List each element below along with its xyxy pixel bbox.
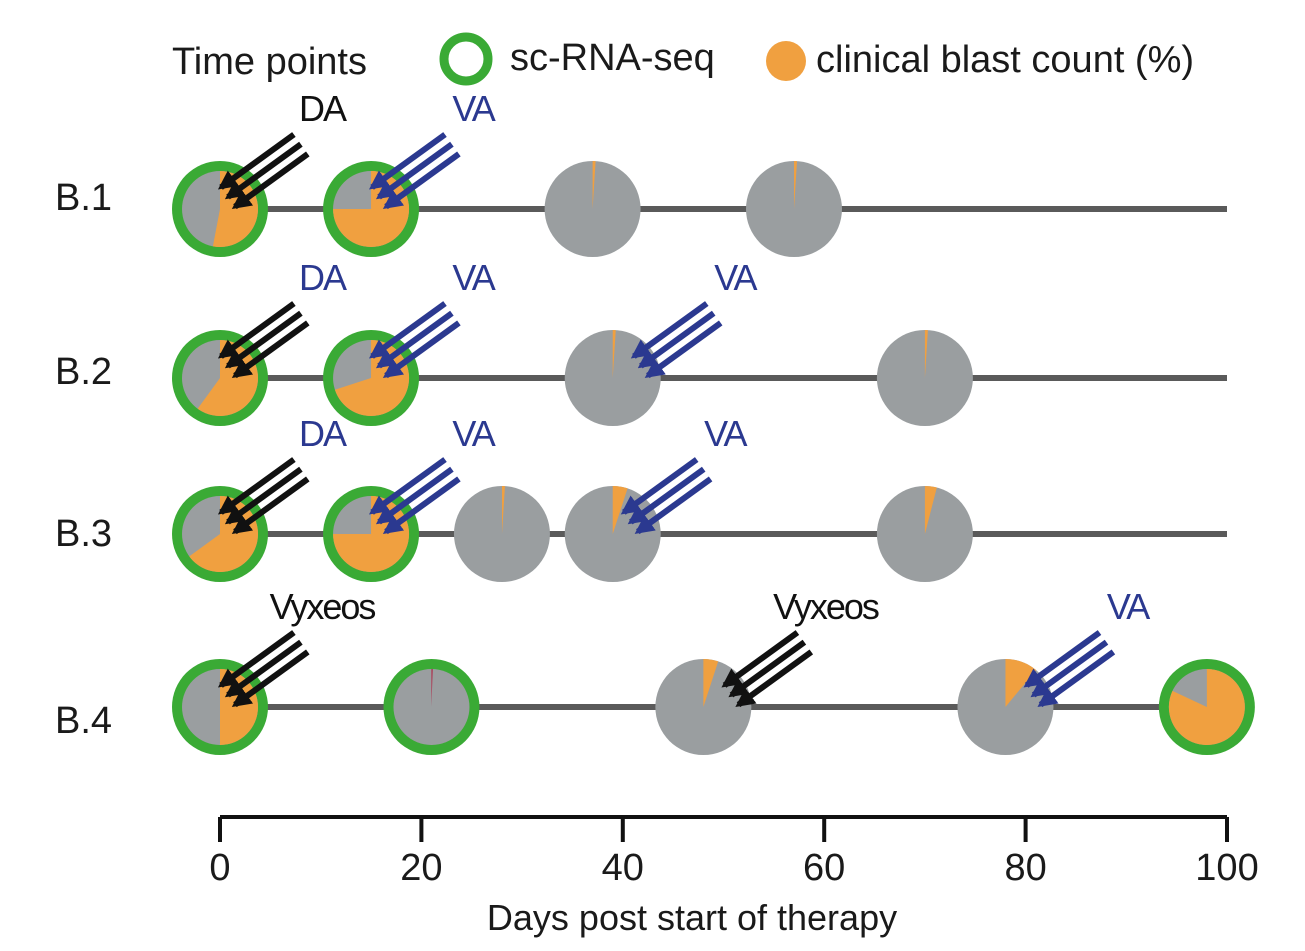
x-tick-label: 20 — [400, 847, 442, 889]
treatment-arrow-shaft — [217, 630, 296, 688]
treatment-label: DA — [299, 88, 347, 129]
treatment-arrow-shaft — [1037, 649, 1116, 708]
treatment-arrow-shaft — [382, 151, 461, 210]
timepoint-pie — [383, 659, 480, 755]
treatment-arrow: VA — [368, 413, 498, 535]
treatment-arrow-shaft — [375, 310, 454, 369]
treatment-label: VA — [452, 88, 495, 129]
treatment-arrow-shaft — [728, 639, 807, 698]
treatment-arrow-shaft — [224, 141, 303, 200]
blast-slice — [703, 659, 719, 707]
treatment-arrow-shaft — [644, 320, 723, 379]
treatment-arrow-shaft — [231, 476, 310, 535]
treatment-arrow-shaft — [224, 466, 303, 525]
treatment-arrow-shaft — [368, 301, 447, 359]
blast-slice — [924, 329, 928, 378]
treatment-label: VA — [452, 257, 495, 298]
legend-blast-label: clinical blast count (%) — [816, 39, 1194, 81]
treatment-arrow-shaft — [637, 310, 716, 369]
treatment-arrow-shaft — [630, 301, 709, 359]
treatment-arrow-shaft — [735, 649, 814, 708]
blast-slice — [612, 329, 616, 378]
row-labels: B.1 B.2 B.3 B.4 — [55, 177, 112, 742]
treatment-label: VA — [1107, 586, 1150, 627]
treatment-arrow-shaft — [231, 649, 310, 708]
row-label-b1: B.1 — [55, 177, 112, 219]
blast-slice — [793, 160, 797, 209]
treatment-arrow-shaft — [382, 476, 461, 535]
x-tick-label: 60 — [803, 847, 845, 889]
legend-scrnaseq-marker — [439, 32, 493, 86]
legend: Time points sc-RNA-seq clinical blast co… — [172, 32, 1194, 86]
timepoint-pie — [544, 160, 641, 257]
patient-row: Vyxeos Vyxeos VA — [172, 586, 1255, 755]
treatment-arrow-shaft — [224, 639, 303, 698]
patient-row: DA VA VA — [172, 413, 1227, 582]
treatment-arrow-shaft — [368, 132, 447, 190]
x-axis-title: Days post start of therapy — [487, 897, 897, 938]
treatment-arrow: VA — [1023, 586, 1152, 708]
treatment-arrow: Vyxeos — [721, 586, 881, 708]
treatment-arrow: VA — [368, 88, 498, 210]
timepoint-pie — [745, 160, 842, 257]
blast-slice — [501, 485, 505, 534]
treatment-arrow-shaft — [217, 301, 296, 359]
timepoint-pie — [453, 485, 550, 582]
treatment-label: Vyxeos — [270, 586, 376, 627]
treatment-arrow: DA — [217, 88, 349, 210]
treatment-arrow-shaft — [721, 630, 800, 688]
row-label-b4: B.4 — [55, 700, 112, 742]
legend-title: Time points — [172, 41, 367, 83]
treatment-arrow-shaft — [634, 476, 713, 535]
patient-rows: DA VA DA VA VA DA VA VA Vyxeos Vyxeos VA — [172, 88, 1255, 755]
patient-row: DA VA — [172, 88, 1227, 257]
blast-slice — [924, 486, 937, 534]
treatment-arrow: DA — [217, 413, 349, 535]
treatment-arrow: DA — [217, 257, 349, 379]
treatment-arrow-shaft — [231, 320, 310, 379]
x-tick-label: 0 — [209, 847, 230, 889]
row-label-b3: B.3 — [55, 513, 112, 555]
treatment-label: DA — [299, 257, 347, 298]
row-label-b2: B.2 — [55, 351, 112, 393]
treatment-arrow-shaft — [368, 457, 447, 515]
blast-slice — [1168, 669, 1245, 745]
legend-blast-marker — [766, 41, 806, 81]
x-axis: 0 20 40 60 80 100 — [209, 815, 1259, 889]
x-tick-label: 100 — [1195, 847, 1258, 889]
treatment-arrow-shaft — [375, 466, 454, 525]
treatment-arrow-shaft — [627, 466, 706, 525]
treatment-arrow-shaft — [382, 320, 461, 379]
legend-scrnaseq-label: sc-RNA-seq — [510, 37, 715, 79]
treatment-label: VA — [704, 413, 747, 454]
treatment-arrow-shaft — [217, 457, 296, 515]
treatment-arrow: VA — [368, 257, 498, 379]
treatment-arrow-shaft — [231, 151, 310, 210]
x-tick-label: 40 — [602, 847, 644, 889]
timepoint-pie — [564, 486, 661, 582]
blast-slice — [431, 669, 433, 707]
treatment-arrow-shaft — [224, 310, 303, 369]
x-tick-label: 80 — [1004, 847, 1046, 889]
patient-row: DA VA VA — [172, 257, 1227, 426]
treatment-arrow-shaft — [1023, 630, 1102, 688]
blast-slice — [592, 160, 596, 209]
timepoint-pie — [876, 329, 973, 426]
treatment-arrow: VA — [630, 257, 760, 379]
treatment-arrow: Vyxeos — [217, 586, 377, 708]
treatment-label: Vyxeos — [773, 586, 879, 627]
treatment-arrow: VA — [620, 413, 749, 535]
treatment-arrow-shaft — [1030, 639, 1109, 698]
treatment-label: VA — [452, 413, 495, 454]
timepoint-pie — [876, 486, 973, 582]
treatment-arrow-shaft — [375, 141, 454, 200]
non-blast-slice — [453, 486, 550, 582]
treatment-arrow-shaft — [217, 132, 296, 190]
treatment-label: VA — [714, 257, 757, 298]
treatment-label: DA — [299, 413, 347, 454]
treatment-arrow-shaft — [620, 457, 699, 515]
timepoint-pie — [1158, 659, 1255, 755]
